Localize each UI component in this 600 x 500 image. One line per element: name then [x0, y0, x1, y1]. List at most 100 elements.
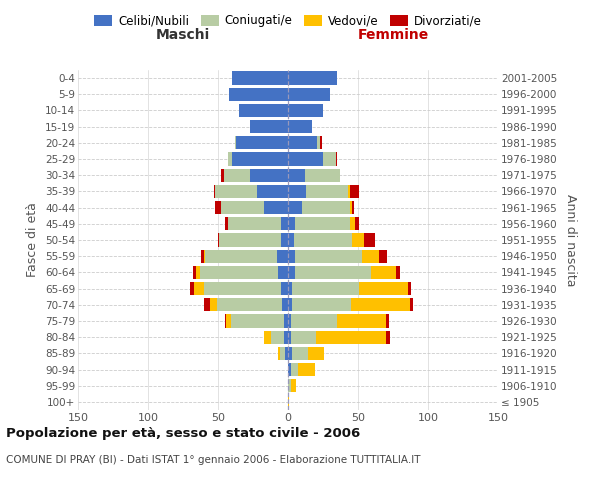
Bar — [218, 234, 220, 246]
Bar — [228, 217, 281, 230]
Bar — [409, 282, 411, 295]
Bar — [291, 363, 298, 376]
Bar — [292, 346, 308, 360]
Bar — [308, 346, 325, 360]
Bar — [288, 104, 323, 117]
Bar — [288, 266, 295, 279]
Bar — [281, 217, 288, 230]
Bar — [293, 234, 352, 246]
Text: COMUNE DI PRAY (BI) - Dati ISTAT 1° gennaio 2006 - Elaborazione TUTTITALIA.IT: COMUNE DI PRAY (BI) - Dati ISTAT 1° genn… — [6, 455, 421, 465]
Bar — [204, 250, 205, 263]
Bar — [317, 136, 320, 149]
Bar — [288, 168, 305, 182]
Bar — [288, 185, 306, 198]
Bar — [288, 396, 289, 408]
Bar — [288, 88, 330, 101]
Bar — [291, 330, 316, 344]
Bar — [224, 168, 250, 182]
Bar — [291, 379, 296, 392]
Bar — [298, 363, 314, 376]
Bar — [320, 136, 322, 149]
Bar — [278, 346, 280, 360]
Bar — [257, 185, 288, 198]
Bar — [205, 250, 277, 263]
Bar — [291, 314, 337, 328]
Bar — [235, 136, 236, 149]
Bar — [190, 282, 194, 295]
Bar — [362, 250, 379, 263]
Bar — [228, 152, 232, 166]
Bar — [355, 217, 359, 230]
Bar — [302, 201, 350, 214]
Bar — [239, 104, 288, 117]
Bar — [204, 282, 281, 295]
Bar — [271, 330, 284, 344]
Text: Popolazione per età, sesso e stato civile - 2006: Popolazione per età, sesso e stato civil… — [6, 428, 360, 440]
Bar — [288, 330, 291, 344]
Bar — [288, 314, 291, 328]
Bar — [264, 330, 271, 344]
Bar — [280, 346, 285, 360]
Bar — [348, 185, 350, 198]
Bar — [204, 298, 209, 312]
Bar — [288, 234, 293, 246]
Bar — [225, 217, 228, 230]
Bar — [288, 136, 317, 149]
Bar — [196, 266, 200, 279]
Bar — [364, 234, 375, 246]
Bar — [217, 298, 283, 312]
Bar — [229, 88, 288, 101]
Bar — [292, 282, 359, 295]
Bar — [250, 168, 288, 182]
Bar — [201, 250, 204, 263]
Bar — [335, 152, 337, 166]
Bar — [288, 298, 292, 312]
Bar — [337, 314, 386, 328]
Bar — [232, 72, 288, 85]
Bar — [288, 217, 295, 230]
Bar — [226, 314, 230, 328]
Bar — [284, 314, 288, 328]
Legend: Celibi/Nubili, Coniugati/e, Vedovi/e, Divorziati/e: Celibi/Nubili, Coniugati/e, Vedovi/e, Di… — [91, 11, 485, 31]
Bar — [214, 185, 215, 198]
Bar — [386, 330, 390, 344]
Bar — [288, 152, 323, 166]
Bar — [350, 201, 352, 214]
Bar — [288, 120, 312, 134]
Bar — [359, 282, 409, 295]
Bar — [215, 201, 221, 214]
Bar — [305, 168, 340, 182]
Bar — [281, 282, 288, 295]
Bar — [386, 314, 389, 328]
Bar — [236, 136, 288, 149]
Text: Femmine: Femmine — [358, 28, 428, 42]
Bar — [193, 266, 196, 279]
Bar — [283, 298, 288, 312]
Bar — [288, 72, 337, 85]
Bar — [220, 234, 281, 246]
Bar — [250, 120, 288, 134]
Bar — [295, 266, 371, 279]
Bar — [278, 266, 288, 279]
Bar — [350, 217, 355, 230]
Bar — [284, 330, 288, 344]
Bar — [306, 185, 348, 198]
Bar — [232, 152, 288, 166]
Bar — [221, 201, 264, 214]
Bar — [288, 363, 291, 376]
Bar — [225, 314, 226, 328]
Bar — [285, 346, 288, 360]
Bar — [209, 298, 217, 312]
Bar — [316, 330, 386, 344]
Bar — [230, 314, 284, 328]
Bar — [264, 201, 288, 214]
Bar — [323, 152, 335, 166]
Bar — [221, 168, 224, 182]
Bar — [200, 266, 278, 279]
Bar — [215, 185, 257, 198]
Bar — [288, 250, 295, 263]
Bar — [351, 298, 410, 312]
Y-axis label: Anni di nascita: Anni di nascita — [564, 194, 577, 286]
Bar — [295, 217, 350, 230]
Bar — [277, 250, 288, 263]
